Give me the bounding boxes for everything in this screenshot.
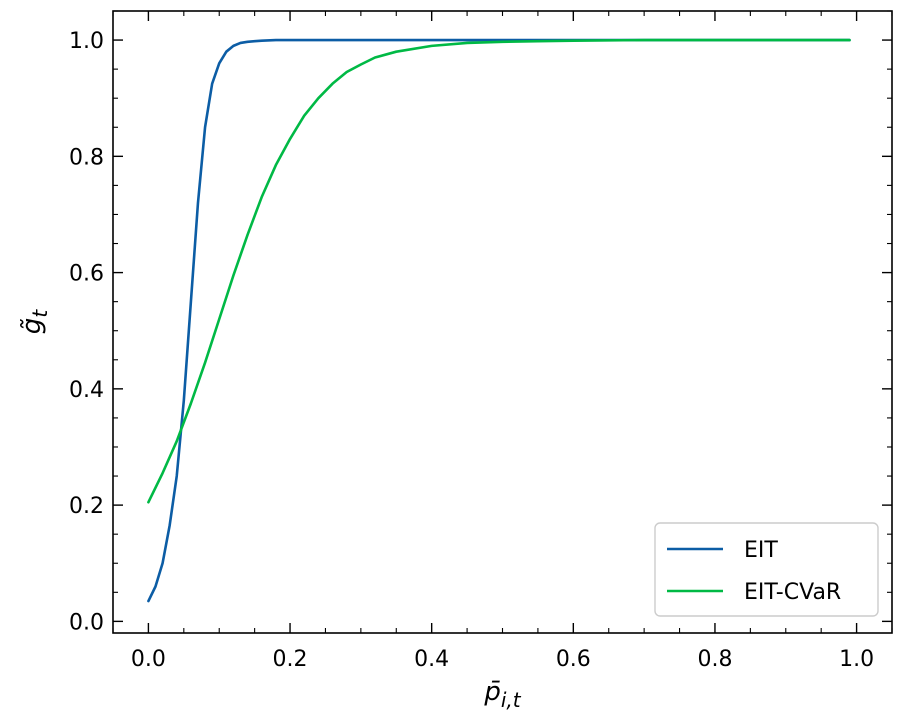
- y-tick-label: 0.6: [69, 262, 104, 287]
- legend-label-eit-cvar: EIT-CVaR: [744, 580, 841, 605]
- series-lines: [147, 38, 851, 603]
- x-minor-ticks: [112, 11, 893, 633]
- y-tick-label: 0.4: [69, 378, 104, 403]
- legend: EIT EIT-CVaR: [654, 522, 879, 617]
- y-tick-label: 1.0: [69, 29, 104, 54]
- y-minor-ticks: [113, 10, 892, 593]
- y-tick-label: 0.8: [69, 145, 104, 170]
- y-tick-label: 0.0: [69, 610, 104, 635]
- y-tick-labels: 0.0 0.2 0.4 0.6 0.8 1.0: [69, 29, 104, 635]
- plot-frame: [112, 10, 893, 634]
- series-line-eit: [147, 38, 851, 603]
- legend-box: [654, 522, 879, 617]
- axis-label-text: p̄i,t: [483, 677, 521, 712]
- series-line-eit-cvar: [147, 38, 851, 504]
- y-tick-label: 0.2: [69, 494, 104, 519]
- x-tick-label: 1.0: [839, 647, 874, 672]
- y-major-ticks: [113, 39, 892, 623]
- axis-label-text: g̃t: [17, 309, 52, 335]
- y-axis-label: g̃t: [17, 309, 52, 335]
- x-tick-labels: 0.0 0.2 0.4 0.6 0.8 1.0: [131, 647, 874, 672]
- x-tick-label: 0.6: [556, 647, 591, 672]
- x-tick-label: 0.4: [414, 647, 449, 672]
- x-tick-label: 0.0: [131, 647, 166, 672]
- x-major-ticks: [147, 11, 858, 633]
- x-axis-label: p̄i,t: [483, 677, 521, 712]
- x-tick-label: 0.2: [273, 647, 308, 672]
- x-tick-label: 0.8: [697, 647, 732, 672]
- legend-label-eit: EIT: [744, 538, 778, 563]
